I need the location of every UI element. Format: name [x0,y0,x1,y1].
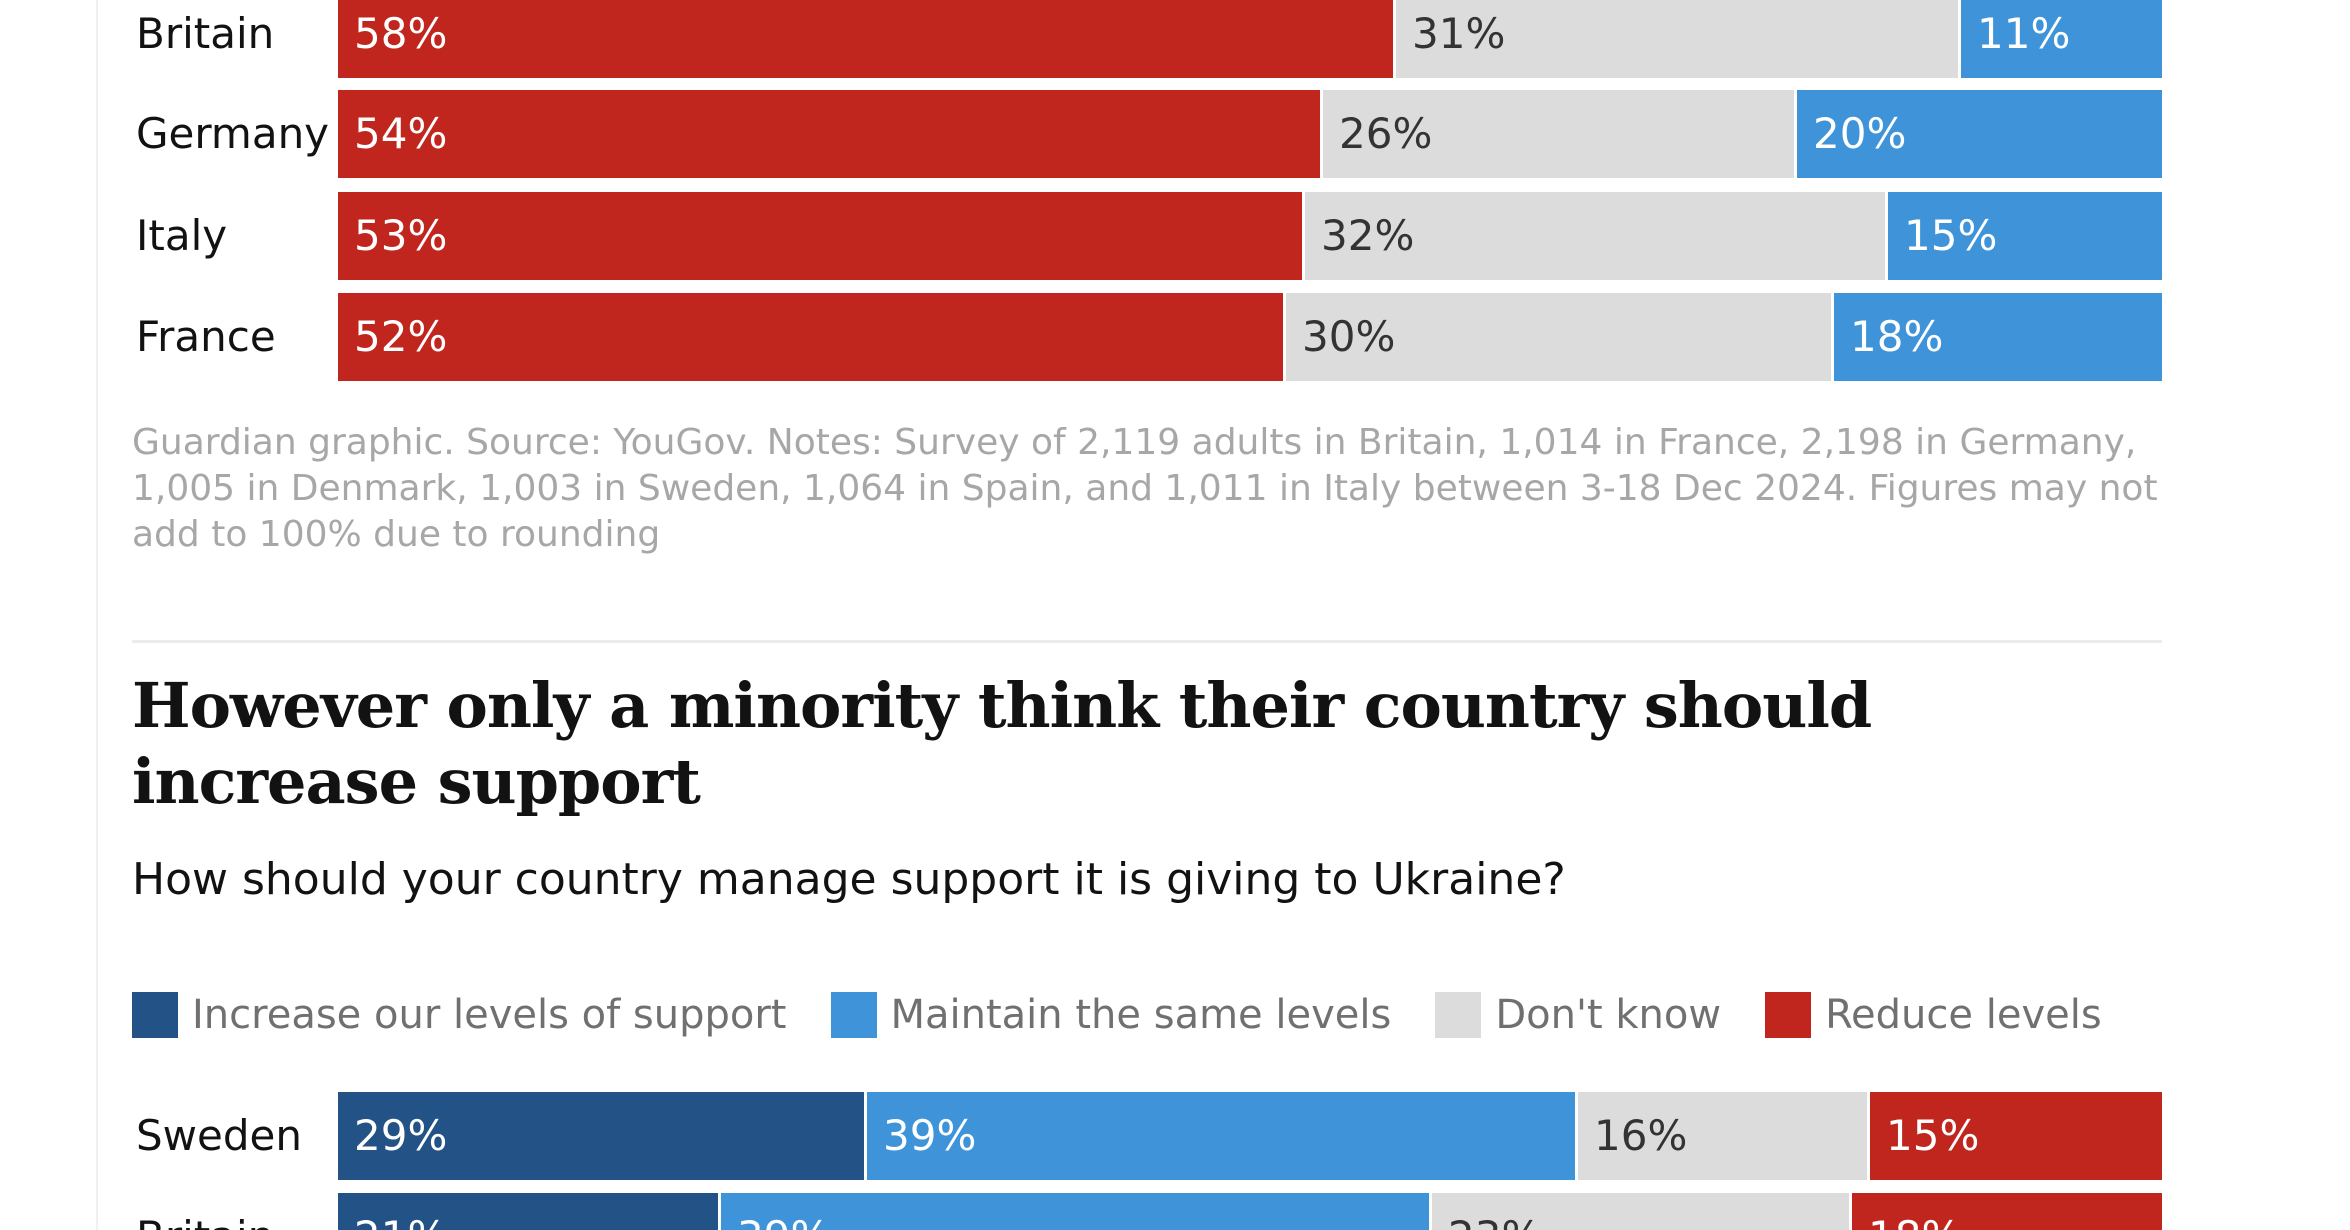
bar-segment-france-1: 30% [1286,293,1834,381]
data-label: 31% [1412,9,1506,58]
bar-row-britain: Britain 21% 39% 23% 18% [132,1193,2162,1230]
chart2-legend: Increase our levels of support Maintain t… [132,990,2146,1040]
legend-label: Don't know [1495,992,1722,1038]
data-label: 54% [354,109,448,158]
bar-segment-germany-0: 54% [338,90,1323,178]
bar-track: 21% 39% 23% 18% [338,1193,2162,1230]
bar-row-italy: Italy 53% 32% 15% [132,192,2162,280]
bar-segment-britain-1: 31% [1396,0,1961,78]
data-label: 52% [354,312,448,361]
bar-segment-sweden-0: 29% [338,1092,867,1180]
category-label-germany: Germany [136,109,330,158]
bar-segment-sweden-3: 15% [1870,1092,2162,1180]
data-label: 15% [1886,1111,1980,1160]
bar-segment-italy-0: 53% [338,192,1305,280]
data-label: 39% [883,1111,977,1160]
bar-segment-germany-1: 26% [1323,90,1797,178]
category-label-france: France [136,312,276,361]
bar-segment-britain-1: 39% [721,1193,1432,1230]
category-label-britain: Britain [136,9,275,58]
bar-segment-britain-2: 11% [1961,0,2162,78]
data-label: 15% [1904,211,1998,260]
legend-swatch [132,992,178,1038]
data-label: 20% [1813,109,1907,158]
bar-segment-italy-2: 15% [1888,192,2162,280]
bar-segment-france-2: 18% [1834,293,2162,381]
bar-segment-britain-0: 21% [338,1193,721,1230]
bar-track: 29% 39% 16% 15% [338,1092,2162,1180]
data-label: 58% [354,9,448,58]
data-label: 11% [1977,9,2071,58]
data-label: 39% [737,1193,830,1230]
page-left-rule [96,0,98,1230]
legend-swatch [830,992,877,1038]
data-label: 23% [1448,1193,1541,1230]
legend-item-maintain-the-same-levels: Maintain the same levels [830,992,1392,1038]
legend-label: Maintain the same levels [890,992,1392,1038]
data-label: 26% [1339,109,1433,158]
bar-segment-britain-0: 58% [338,0,1396,78]
bar-track: 54% 26% 20% [338,90,2162,178]
bar-segment-italy-1: 32% [1305,192,1888,280]
chart2-subtitle: How should your country manage support i… [132,854,1566,905]
bar-track: 52% 30% 18% [338,293,2162,381]
data-label: 21% [354,1193,447,1230]
data-label: 16% [1594,1111,1688,1160]
bar-segment-britain-3: 18% [1852,1193,2162,1230]
bar-segment-sweden-1: 39% [867,1092,1578,1180]
bar-row-france: France 52% 30% 18% [132,293,2162,381]
data-label: 18% [1850,312,1944,361]
bar-track: 58% 31% 11% [338,0,2162,78]
legend-item-don-t-know: Don't know [1435,992,1721,1038]
bar-row-germany: Germany 54% 26% 20% [132,90,2162,178]
section-divider [132,640,2162,643]
category-label-sweden: Sweden [136,1111,302,1160]
data-label: 32% [1321,211,1415,260]
bar-track: 53% 32% 15% [338,192,2162,280]
bar-segment-france-0: 52% [338,293,1286,381]
category-label-italy: Italy [136,211,228,260]
legend-item-reduce-levels: Reduce levels [1765,992,2102,1038]
data-label: 30% [1302,312,1396,361]
data-label: 18% [1868,1193,1961,1230]
bar-row-britain: Britain 58% 31% 11% [132,0,2162,78]
legend-swatch [1765,992,1812,1038]
chart1-notes: Guardian graphic. Source: YouGov. Notes:… [132,422,2158,555]
data-label: 53% [354,211,448,260]
legend-swatch [1435,992,1482,1038]
data-label: 29% [354,1111,448,1160]
bar-row-sweden: Sweden 29% 39% 16% 15% [132,1092,2162,1180]
bar-segment-germany-2: 20% [1797,90,2162,178]
legend-label: Reduce levels [1825,992,2102,1038]
legend-item-increase-our-levels-of-support: Increase our levels of support [132,992,787,1038]
legend-label: Increase our levels of support [192,992,787,1038]
chart2-title: However only a minority think their coun… [132,669,1872,818]
category-label-britain: Britain [136,1193,274,1230]
bar-segment-britain-2: 23% [1432,1193,1852,1230]
bar-segment-sweden-2: 16% [1578,1092,1870,1180]
